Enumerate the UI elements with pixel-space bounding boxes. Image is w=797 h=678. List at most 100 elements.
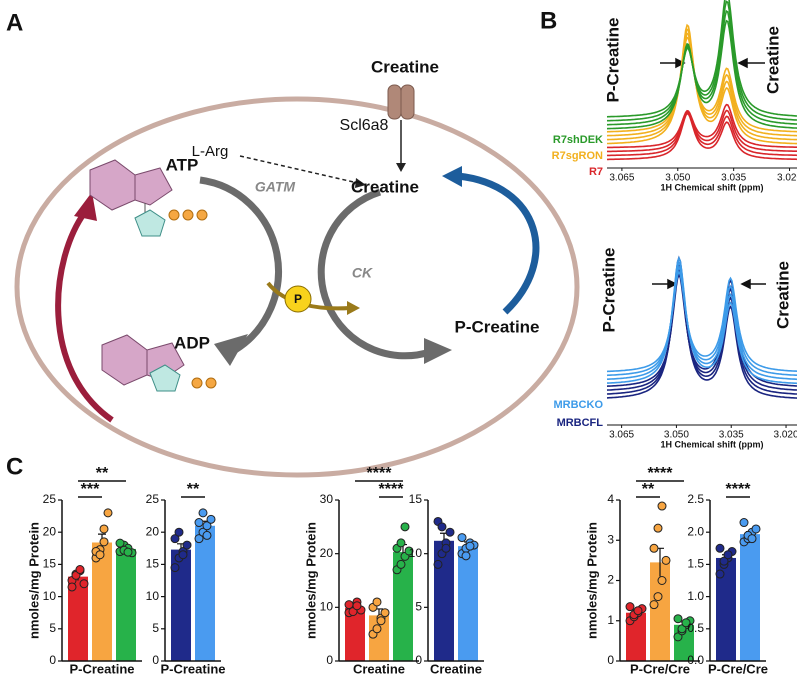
spectrum-trace <box>607 0 797 122</box>
spectra: P-Creatine Creatine 3.065 3.050 3.035 3.020 1H… <box>552 0 797 449</box>
panel-label: B <box>540 7 557 34</box>
arc <box>317 188 432 360</box>
y-tick-label: 20 <box>43 524 57 538</box>
label: GATM <box>255 179 296 195</box>
data-point <box>441 543 451 553</box>
y-tick-label: 10 <box>409 546 423 560</box>
significance-label: ** <box>187 481 200 498</box>
transporter <box>387 84 415 120</box>
y-tick-label: 0 <box>49 653 56 667</box>
y-axis-label: nmoles/mg Protein <box>26 522 41 639</box>
significance-label: **** <box>367 465 393 482</box>
arc <box>199 176 282 353</box>
x-axis-label: Creatine <box>353 661 405 676</box>
data-point <box>99 537 109 547</box>
data-point <box>673 614 683 624</box>
y-tick-label: 10 <box>43 589 57 603</box>
peak-label: Creatine <box>773 261 792 329</box>
data-point <box>400 522 410 532</box>
label: P <box>294 292 302 306</box>
y-tick-label: 15 <box>409 492 423 506</box>
bar <box>458 546 478 661</box>
spectrum-trace <box>607 260 797 381</box>
y-tick-label: 2.0 <box>687 524 704 538</box>
arrow-head <box>74 192 97 221</box>
y-tick-label: 0 <box>326 653 333 667</box>
legend-label: R7 <box>589 166 603 178</box>
spectrum-trace <box>606 267 797 391</box>
peak-label: Creatine <box>763 26 782 94</box>
y-tick-label: 1 <box>607 613 614 627</box>
data-point <box>433 559 443 569</box>
data-point <box>715 543 725 553</box>
data-point <box>461 551 471 561</box>
arrow <box>239 155 359 184</box>
y-axis-label: nmoles/mg Protein <box>584 522 599 639</box>
spectrum-trace <box>607 9 797 126</box>
x-tick-label: 3.035 <box>719 430 744 441</box>
data-point <box>681 618 691 628</box>
spectrum-trace <box>607 111 797 157</box>
y-tick-label: 0 <box>415 653 422 667</box>
data-point <box>352 601 362 611</box>
y-tick-label: 15 <box>43 557 57 571</box>
data-point <box>178 550 188 560</box>
atp-molecule <box>89 159 208 237</box>
spectrum-trace <box>607 255 797 385</box>
data-point <box>653 523 663 533</box>
data-point <box>170 534 180 544</box>
arc <box>55 210 114 423</box>
legend-label: R7sgRON <box>552 150 603 162</box>
data-point <box>653 592 663 602</box>
y-tick-label: 1.5 <box>687 557 704 571</box>
y-tick-label: 0.5 <box>687 621 704 635</box>
y-tick-label: 25 <box>146 492 160 506</box>
arrow-head <box>355 178 366 188</box>
label: ATP <box>166 155 199 174</box>
bar <box>195 525 215 661</box>
data-point <box>202 530 212 540</box>
data-point <box>649 600 659 610</box>
legend-label: MRBCKO <box>554 399 604 411</box>
spectrum-trace <box>607 112 797 161</box>
bar <box>171 549 191 661</box>
spectrum-trace <box>606 270 797 373</box>
spectrum-trace <box>606 255 797 399</box>
significance-label: **** <box>648 465 674 482</box>
significance-label: ** <box>642 481 655 498</box>
data-point <box>198 508 208 518</box>
arrow-head <box>442 166 462 187</box>
data-point <box>396 538 406 548</box>
bar <box>393 552 413 661</box>
spectrum-trace <box>606 32 797 137</box>
arrow-head <box>396 163 406 172</box>
data-point <box>649 543 659 553</box>
bar <box>68 576 88 661</box>
data-point <box>404 546 414 556</box>
spectrum-trace <box>607 27 797 141</box>
peak-label: P-Creatine <box>599 247 618 332</box>
data-point <box>719 556 729 566</box>
y-tick-label: 5 <box>415 600 422 614</box>
spectrum-trace <box>607 23 797 145</box>
peak-arrows <box>652 57 766 290</box>
y-tick-label: 2 <box>607 573 614 587</box>
y-tick-label: 3 <box>607 532 614 546</box>
spectrum-trace <box>606 19 797 130</box>
x-axis-label: Creatine <box>430 661 482 676</box>
x-tick-label: 3.050 <box>665 173 690 184</box>
y-tick-label: 25 <box>43 492 57 506</box>
y-tick-label: 10 <box>320 600 334 614</box>
data-point <box>115 538 125 548</box>
data-point <box>457 533 467 543</box>
arrow-head <box>424 338 452 364</box>
data-point <box>657 576 667 585</box>
y-tick-label: 1.0 <box>687 589 704 603</box>
arrow-head <box>214 334 248 366</box>
data-point <box>202 521 212 531</box>
data-point <box>396 559 406 569</box>
bar <box>92 542 112 661</box>
spectrum-trace <box>606 0 797 118</box>
y-tick-label: 15 <box>146 557 160 571</box>
adp-molecule <box>101 334 217 392</box>
